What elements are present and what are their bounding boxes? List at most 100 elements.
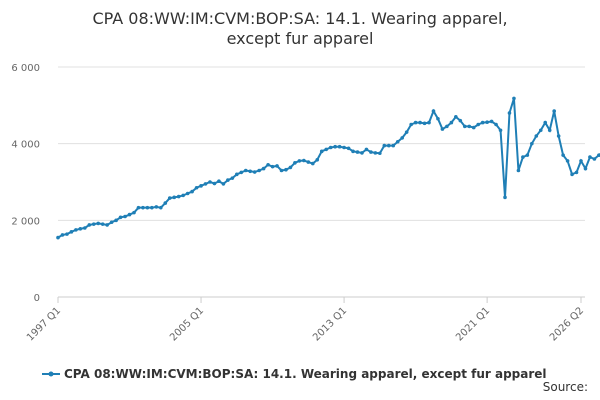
point: [574, 170, 579, 175]
point: [328, 145, 333, 150]
point: [248, 169, 253, 174]
point: [275, 164, 279, 168]
point: [583, 166, 588, 171]
point: [297, 159, 302, 163]
point: [395, 139, 400, 144]
point: [346, 146, 351, 151]
point: [530, 141, 534, 146]
point: [543, 120, 548, 125]
point: [440, 127, 445, 131]
point: [333, 144, 337, 149]
y-tick-label: 4 000: [11, 140, 40, 151]
point: [378, 151, 382, 156]
point: [83, 226, 87, 230]
point: [364, 147, 369, 152]
point: [556, 134, 561, 138]
point: [163, 201, 168, 205]
point: [257, 168, 261, 173]
point: [494, 122, 498, 127]
point: [342, 145, 346, 150]
chart-title: CPA 08:WW:IM:CVM:BOP:SA: 14.1. Wearing a…: [92, 9, 507, 48]
point: [288, 165, 293, 170]
point: [123, 214, 127, 219]
point: [172, 195, 177, 200]
y-tick-label: 2 000: [11, 216, 40, 227]
point: [136, 205, 141, 210]
x-tick-label: 2005 Q1: [168, 305, 206, 343]
point: [588, 155, 592, 159]
point: [230, 176, 235, 180]
point: [302, 158, 306, 163]
point: [203, 182, 208, 186]
point: [570, 172, 574, 177]
legend-label: CPA 08:WW:IM:CVM:BOP:SA: 14.1. Wearing a…: [64, 367, 547, 381]
point: [150, 205, 154, 210]
point: [132, 210, 136, 215]
point: [449, 120, 454, 125]
point: [319, 149, 324, 154]
point: [69, 230, 74, 234]
point: [418, 120, 422, 125]
point: [96, 221, 101, 226]
point: [431, 109, 436, 113]
point: [360, 151, 364, 155]
y-tick-label: 6 000: [11, 63, 40, 74]
point: [521, 155, 525, 159]
point: [306, 160, 311, 164]
point: [476, 122, 480, 127]
point: [127, 212, 132, 217]
point: [208, 180, 212, 184]
point: [355, 150, 360, 154]
point: [100, 222, 105, 226]
point: [538, 128, 543, 133]
point: [141, 205, 145, 210]
point: [503, 195, 507, 200]
point: [534, 134, 539, 138]
point: [293, 161, 297, 165]
point: [56, 235, 60, 240]
x-tick-label: 1997 Q1: [25, 305, 63, 343]
point: [561, 153, 565, 157]
point: [547, 128, 552, 133]
point: [373, 151, 378, 155]
point: [386, 143, 391, 148]
point: [239, 170, 244, 175]
point: [87, 223, 92, 227]
point: [369, 150, 373, 154]
point: [404, 130, 409, 134]
point: [391, 143, 396, 148]
point: [159, 205, 163, 210]
point: [60, 233, 65, 237]
point: [471, 125, 476, 130]
point: [597, 153, 600, 157]
point: [261, 166, 266, 171]
point: [310, 161, 315, 166]
point: [485, 120, 489, 124]
point: [507, 111, 512, 115]
point: [409, 122, 413, 127]
y-tick-label: 0: [34, 293, 40, 304]
point: [217, 179, 221, 184]
point: [270, 164, 275, 169]
point: [190, 189, 194, 194]
point: [579, 159, 583, 163]
line: [57, 98, 600, 239]
point: [252, 170, 257, 174]
point: [512, 96, 516, 101]
point: [489, 119, 494, 124]
point: [226, 178, 230, 182]
x-tick-label: 2021 Q1: [454, 305, 492, 343]
point: [154, 205, 159, 209]
point: [498, 128, 503, 133]
point: [382, 143, 387, 148]
point: [167, 196, 172, 200]
point: [194, 185, 199, 190]
point: [181, 193, 185, 198]
x-tick-label: 2026 Q2: [548, 305, 586, 343]
point: [351, 149, 355, 154]
point: [480, 120, 485, 125]
point: [462, 124, 467, 129]
point: [284, 167, 288, 172]
point: [436, 116, 440, 121]
point: [516, 168, 521, 173]
